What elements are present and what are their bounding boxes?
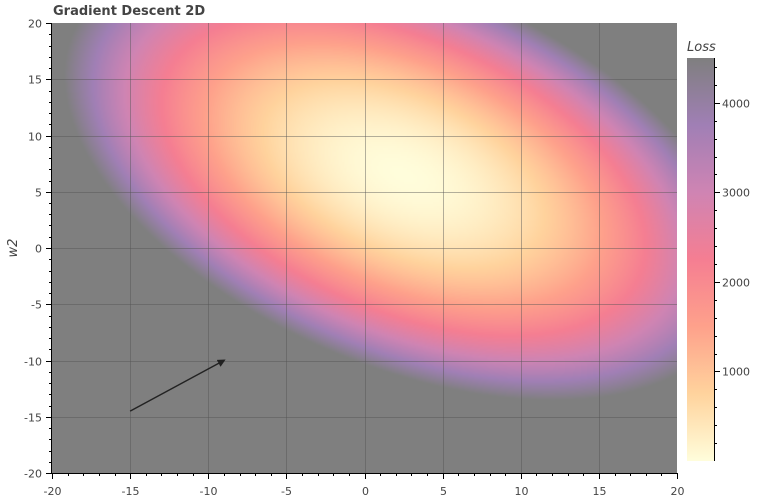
x-tick-label: -20 bbox=[44, 485, 62, 498]
y-tick-label: 15 bbox=[28, 74, 42, 87]
y-tick-label: 10 bbox=[28, 131, 42, 144]
y-tick-label: 0 bbox=[35, 243, 42, 256]
colorbar-scale bbox=[687, 58, 714, 461]
colorbar-title: Loss bbox=[687, 40, 716, 55]
plot-area bbox=[52, 23, 677, 473]
x-tick-label: 0 bbox=[362, 485, 369, 498]
x-tick-label: 20 bbox=[671, 485, 685, 498]
colorbar-tick-label: 1000 bbox=[722, 366, 750, 379]
gradient-step-arrow bbox=[129, 359, 226, 412]
y-tick-label: -10 bbox=[24, 356, 42, 369]
colorbar-ticks: 1000 2000 3000 4000 bbox=[714, 67, 750, 444]
y-tick-label: -20 bbox=[24, 468, 42, 481]
y-tick-label: -15 bbox=[24, 412, 42, 425]
y-tick-label: 5 bbox=[35, 187, 42, 200]
x-tick-label: 15 bbox=[593, 485, 607, 498]
x-tick-label: -10 bbox=[200, 485, 218, 498]
x-tick-label: -5 bbox=[281, 485, 292, 498]
x-tick-label: 10 bbox=[515, 485, 529, 498]
colorbar: Loss 1000 2000 3000 4000 bbox=[687, 40, 750, 461]
y-axis-label: w2 bbox=[6, 239, 21, 258]
y-tick-label: -5 bbox=[31, 299, 42, 312]
colorbar-tick-label: 4000 bbox=[722, 98, 750, 111]
colorbar-tick-label: 2000 bbox=[722, 277, 750, 290]
y-tick-label: 20 bbox=[28, 18, 42, 31]
loss-heatmap bbox=[52, 23, 677, 473]
grid bbox=[52, 23, 677, 473]
y-axis: -20 -15 -10 -5 0 5 10 15 20 bbox=[24, 18, 52, 481]
x-tick-label: -15 bbox=[122, 485, 140, 498]
x-tick-label: 5 bbox=[440, 485, 447, 498]
colorbar-tick-label: 3000 bbox=[722, 187, 750, 200]
x-axis: -20 -15 -10 -5 0 5 10 15 20 bbox=[44, 473, 685, 498]
chart-title: Gradient Descent 2D bbox=[53, 4, 205, 19]
